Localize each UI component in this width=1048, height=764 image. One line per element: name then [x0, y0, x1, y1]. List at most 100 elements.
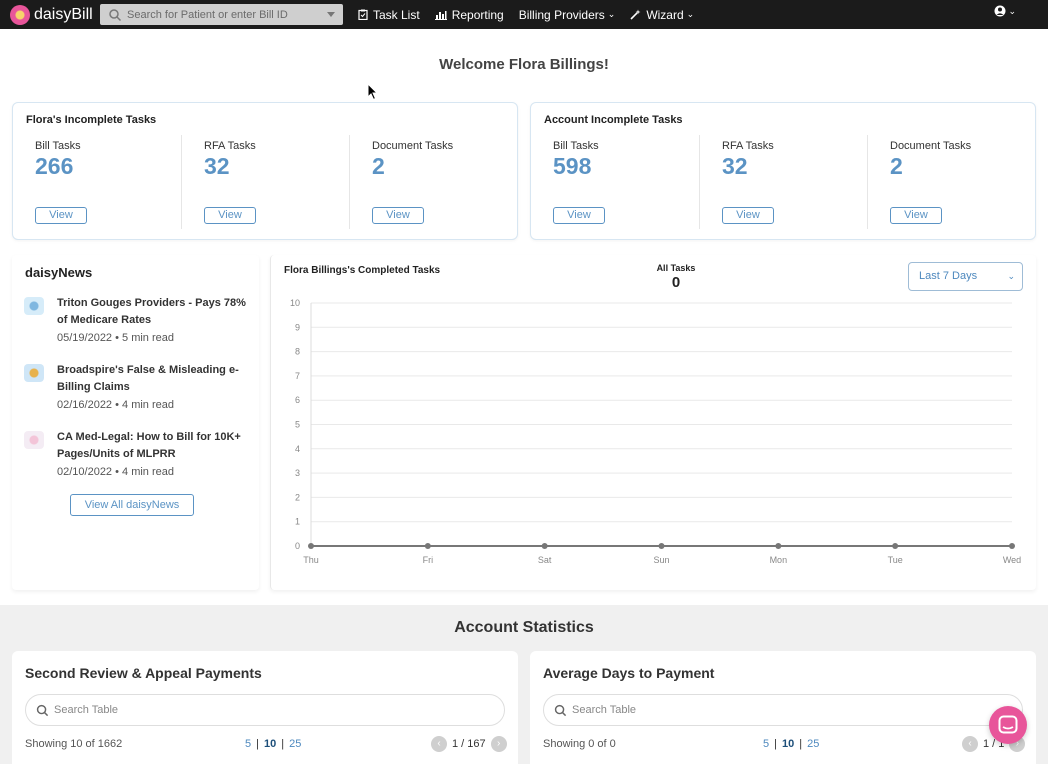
- nav-wizard[interactable]: Wizard ⌄: [630, 8, 694, 22]
- document-tasks-stat: Document Tasks 2 View: [372, 140, 532, 224]
- all-tasks-label: All Tasks: [656, 263, 696, 273]
- view-document-tasks-button[interactable]: View: [890, 207, 942, 224]
- news-thumbnail: [24, 364, 44, 382]
- divider: [349, 135, 350, 229]
- view-rfa-tasks-button[interactable]: View: [722, 207, 774, 224]
- patient-search-input[interactable]: Search for Patient or enter Bill ID: [100, 4, 343, 25]
- news-meta: 02/16/2022 • 4 min read: [57, 399, 175, 411]
- news-date: 05/19/2022: [57, 332, 113, 344]
- prev-page-icon[interactable]: ‹: [962, 736, 978, 752]
- all-tasks-count: 0: [671, 274, 681, 291]
- nav-billing-providers[interactable]: Billing Providers ⌄: [519, 8, 616, 22]
- stat-count: 32: [204, 153, 230, 179]
- search-placeholder: Search Table: [572, 704, 637, 716]
- data-point: [1009, 543, 1015, 549]
- divider: [867, 135, 868, 229]
- x-tick-label: Fri: [423, 555, 434, 565]
- page-size-option[interactable]: 10: [781, 738, 795, 750]
- news-headline[interactable]: Triton Gouges Providers - Pays 78% of Me…: [57, 297, 246, 326]
- document-tasks-stat: Document Tasks 2 View: [890, 140, 1048, 224]
- page-indicator: 1 / 167: [452, 738, 486, 750]
- table-search-input[interactable]: Search Table: [543, 694, 1023, 726]
- search-icon: [554, 704, 567, 716]
- user-incomplete-tasks-card: Flora's Incomplete Tasks Bill Tasks 266 …: [12, 102, 518, 240]
- user-menu[interactable]: ⌄: [994, 5, 1016, 17]
- stat-label: Bill Tasks: [553, 140, 599, 152]
- divider: [699, 135, 700, 229]
- news-item[interactable]: Broadspire's False & Misleading e-Billin…: [24, 362, 249, 411]
- clipboard-icon: [358, 9, 368, 20]
- view-document-tasks-button[interactable]: View: [372, 207, 424, 224]
- chat-icon: [998, 715, 1018, 734]
- x-tick-label: Thu: [303, 555, 319, 565]
- news-date: 02/16/2022: [57, 399, 113, 411]
- y-tick-label: 6: [295, 395, 300, 405]
- page-size-option[interactable]: 25: [807, 738, 820, 750]
- stat-count: 2: [372, 153, 385, 179]
- stat-label: Bill Tasks: [35, 140, 81, 152]
- nav-reporting[interactable]: Reporting: [434, 8, 504, 22]
- y-tick-label: 8: [295, 347, 300, 357]
- chevron-down-icon: ⌄: [1007, 271, 1015, 281]
- view-all-news-button[interactable]: View All daisyNews: [70, 494, 194, 516]
- user-avatar-icon: [994, 5, 1006, 17]
- x-tick-label: Tue: [888, 555, 903, 565]
- mouse-cursor-icon: [367, 83, 379, 101]
- search-placeholder: Search Table: [54, 704, 119, 716]
- stat-count: 2: [890, 153, 903, 179]
- y-tick-label: 2: [295, 492, 300, 502]
- y-tick-label: 10: [290, 298, 300, 308]
- news-item[interactable]: Triton Gouges Providers - Pays 78% of Me…: [24, 295, 249, 344]
- table-search-input[interactable]: Search Table: [25, 694, 505, 726]
- welcome-heading: Welcome Flora Billings!: [439, 56, 609, 73]
- view-rfa-tasks-button[interactable]: View: [204, 207, 256, 224]
- prev-page-icon[interactable]: ‹: [431, 736, 447, 752]
- divider: [181, 135, 182, 229]
- search-icon: [36, 704, 49, 716]
- page-size-selector: 5 | 10 | 25: [763, 738, 820, 750]
- page-size-option[interactable]: 5: [763, 738, 770, 750]
- data-point: [541, 543, 548, 549]
- nav-task-list[interactable]: Task List: [358, 8, 420, 22]
- chat-launcher-button[interactable]: [989, 706, 1027, 744]
- x-tick-label: Sun: [653, 555, 669, 565]
- page-size-option[interactable]: 10: [263, 738, 277, 750]
- stat-count: 32: [722, 153, 748, 179]
- brand-name: daisyBill: [34, 5, 93, 23]
- view-bill-tasks-button[interactable]: View: [35, 207, 87, 224]
- news-meta: 05/19/2022 • 5 min read: [57, 332, 175, 344]
- card-title: Average Days to Payment: [543, 665, 715, 681]
- chart-title: Flora Billings's Completed Tasks: [284, 265, 441, 276]
- data-point: [308, 543, 314, 549]
- next-page-icon[interactable]: ›: [490, 736, 507, 752]
- stat-label: Document Tasks: [890, 140, 972, 152]
- rfa-tasks-stat: RFA Tasks 32 View: [204, 140, 364, 224]
- data-point: [892, 543, 899, 549]
- rfa-tasks-stat: RFA Tasks 32 View: [722, 140, 882, 224]
- view-bill-tasks-button[interactable]: View: [553, 207, 605, 224]
- date-range-select[interactable]: Last 7 Days ⌄: [908, 262, 1023, 291]
- x-tick-label: Sat: [538, 555, 552, 565]
- stat-label: RFA Tasks: [722, 140, 774, 152]
- nav-billing-providers-label: Billing Providers: [518, 7, 605, 22]
- brand-logo[interactable]: daisyBill: [10, 4, 98, 25]
- caret-down-icon[interactable]: [327, 12, 335, 17]
- page-size-option[interactable]: 25: [289, 738, 302, 750]
- page-size-option[interactable]: 5: [245, 738, 252, 750]
- y-tick-label: 1: [295, 517, 300, 527]
- card-title: Account Incomplete Tasks: [544, 114, 683, 126]
- news-item[interactable]: CA Med-Legal: How to Bill for 10K+ Pages…: [24, 429, 249, 478]
- account-incomplete-tasks-card: Account Incomplete Tasks Bill Tasks 598 …: [530, 102, 1036, 240]
- showing-count: Showing 0 of 0: [543, 738, 616, 750]
- chevron-down-icon: ⌄: [686, 9, 695, 19]
- showing-count: Showing 10 of 1662: [25, 738, 123, 750]
- news-headline[interactable]: CA Med-Legal: How to Bill for 10K+ Pages…: [57, 431, 241, 460]
- news-headline[interactable]: Broadspire's False & Misleading e-Billin…: [57, 364, 239, 393]
- news-thumbnail: [24, 431, 44, 449]
- y-tick-label: 5: [295, 420, 300, 430]
- x-tick-label: Wed: [1003, 555, 1021, 565]
- stat-count: 598: [553, 153, 592, 179]
- news-title: daisyNews: [25, 265, 93, 280]
- data-point: [775, 543, 782, 549]
- bill-tasks-stat: Bill Tasks 266 View: [35, 140, 195, 224]
